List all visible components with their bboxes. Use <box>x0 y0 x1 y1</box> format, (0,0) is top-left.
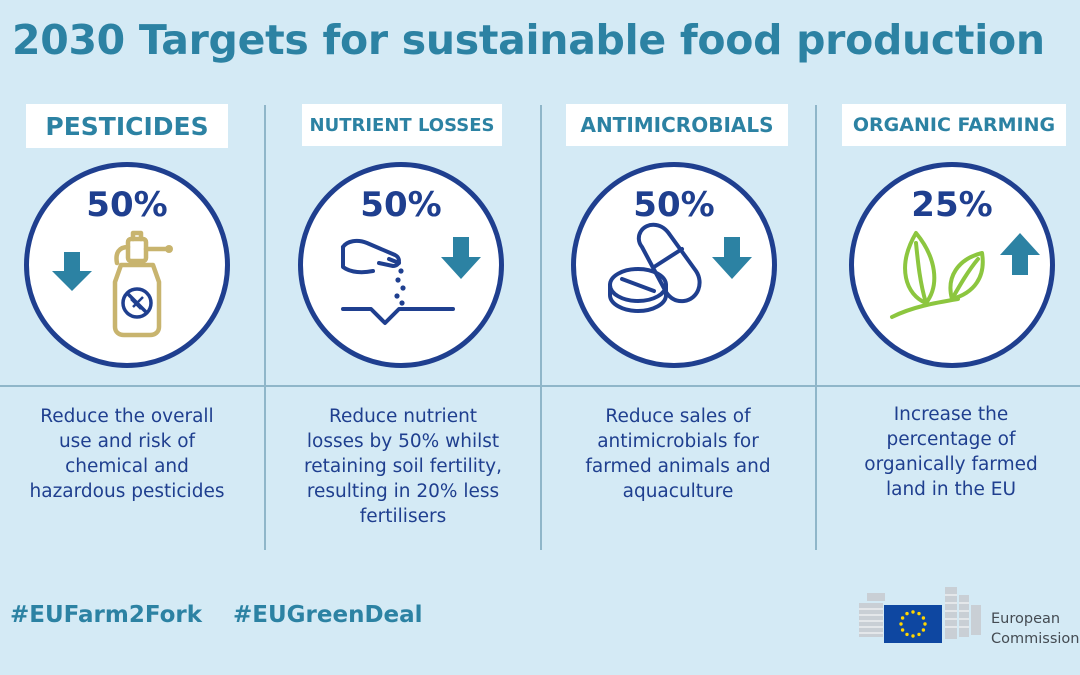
hashtag-green-deal[interactable]: #EUGreenDeal <box>233 602 423 628</box>
arrow-down-icon <box>712 237 752 279</box>
row-divider <box>0 385 1080 387</box>
european-commission-logo <box>859 587 981 643</box>
column-divider <box>540 105 542 550</box>
pesticide-sprayer-icon <box>52 230 173 338</box>
arrow-down-icon <box>52 252 92 291</box>
fertiliser-hand-icon <box>341 237 481 325</box>
target-percent: 50% <box>360 185 442 225</box>
target-percent: 25% <box>911 185 993 225</box>
target-description: Reduce nutrient losses by 50% whilst ret… <box>304 406 502 527</box>
target-circle-nutrient-losses: 50% <box>298 162 504 368</box>
arrow-down-icon <box>441 237 481 279</box>
hashtag-farm2fork[interactable]: #EUFarm2Fork <box>10 602 203 628</box>
target-label-nutrient-losses: NUTRIENT LOSSES <box>302 104 502 146</box>
target-percent: 50% <box>86 185 168 225</box>
target-percent: 50% <box>633 185 715 225</box>
target-circle-antimicrobials: 50% <box>571 162 777 368</box>
target-circle-pesticides: 50% <box>24 162 230 368</box>
logo-text: European Commission <box>991 611 1080 647</box>
arrow-up-icon <box>1000 233 1040 275</box>
target-label-pesticides: PESTICIDES <box>26 104 228 148</box>
column-divider <box>264 105 266 550</box>
target-label-antimicrobials: ANTIMICROBIALS <box>566 104 788 146</box>
leaves-icon <box>890 231 1040 319</box>
target-label-organic-farming: ORGANIC FARMING <box>842 104 1066 146</box>
target-circle-organic-farming: 25% <box>849 162 1055 368</box>
pills-icon <box>608 222 752 313</box>
target-description: Reduce sales of antimicrobials for farme… <box>585 406 771 502</box>
target-description: Increase the percentage of organically f… <box>864 404 1038 500</box>
page-title: 2030 Targets for sustainable food produc… <box>12 16 1045 64</box>
target-description: Reduce the overall use and risk of chemi… <box>29 406 225 502</box>
eu-stars <box>899 610 927 638</box>
column-divider <box>815 105 817 550</box>
